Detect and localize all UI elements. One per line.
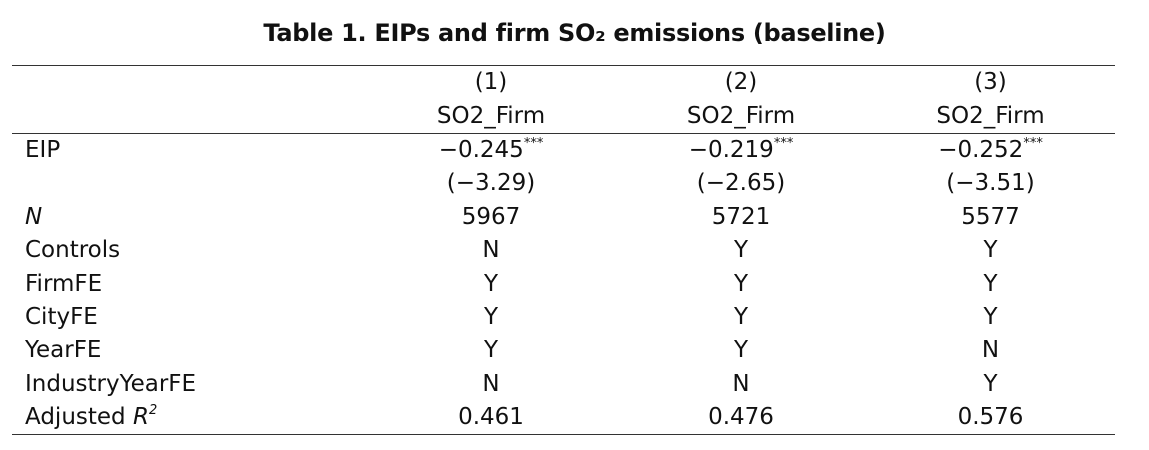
stat-label: Controls (25, 237, 121, 264)
stat-value: 0.576 (957, 404, 1024, 431)
r2-symbol: R (132, 404, 149, 431)
stat-value: N (981, 337, 1000, 364)
table-body: (1) (2) (3) SO2_Firm SO2_Firm SO2_Firm EIP −0.2… (12, 66, 1115, 435)
table-title: Table 1. EIPs and firm SO₂ emissions (ba… (263, 19, 886, 47)
coefficient-cell: −0.219*** (616, 133, 866, 167)
stat-label: CityFE (25, 303, 98, 330)
stat-label: FirmFE (25, 270, 103, 297)
table-row: YearFE Y Y N (12, 334, 1115, 367)
table-row: SO2_Firm SO2_Firm SO2_Firm (12, 99, 1115, 134)
stat-value: Y (733, 303, 749, 330)
table-row: (1) (2) (3) (12, 66, 1115, 100)
regression-table: (1) (2) (3) SO2_Firm SO2_Firm SO2_Firm EIP −0.2… (12, 65, 1115, 436)
t-statistic: (−3.29) (446, 170, 536, 197)
stat-value: Y (733, 270, 749, 297)
stat-value: Y (983, 370, 998, 397)
stat-label: YearFE (25, 337, 102, 364)
significance-stars: *** (523, 135, 544, 151)
variable-label: EIP (25, 136, 61, 163)
stat-label: IndustryYearFE (25, 370, 197, 397)
stat-value: 0.476 (708, 404, 774, 431)
stat-value: Y (733, 237, 749, 264)
coefficient: −0.252 (938, 136, 1024, 163)
table-row: IndustryYearFE N N Y (12, 368, 1115, 401)
table-row: CityFE Y Y Y (12, 301, 1115, 334)
coefficient: −0.219 (688, 136, 774, 163)
column-number: (1) (474, 69, 508, 96)
dependent-variable: SO2_Firm (616, 99, 866, 134)
table-row: (−3.29) (−2.65) (−3.51) (12, 167, 1115, 200)
coefficient-cell: −0.252*** (866, 133, 1115, 167)
table-row: N 5967 5721 5577 (12, 201, 1115, 234)
column-number: (2) (724, 69, 758, 96)
table-row: FirmFE Y Y Y (12, 267, 1115, 300)
coefficient: −0.245 (438, 136, 524, 163)
r2-label: Adjusted (25, 404, 126, 431)
stat-value: Y (483, 337, 499, 364)
r2-power: 2 (148, 403, 158, 419)
t-statistic: (−3.51) (946, 170, 1035, 197)
stat-value: Y (733, 337, 749, 364)
stat-value: N (482, 370, 500, 397)
stat-label: N (25, 203, 43, 230)
significance-stars: *** (1023, 135, 1043, 151)
empty-cell (12, 66, 366, 100)
table-row: Controls N Y Y (12, 234, 1115, 267)
stat-value: 5577 (961, 203, 1020, 230)
stat-value: 5721 (711, 203, 771, 230)
t-statistic: (−2.65) (696, 170, 786, 197)
table-row: EIP −0.245*** −0.219*** −0.252*** (12, 133, 1115, 167)
empty-cell (12, 167, 366, 200)
column-number: (3) (974, 69, 1007, 96)
dependent-variable: SO2_Firm (866, 99, 1115, 134)
stat-value: N (732, 370, 750, 397)
stat-value: Y (483, 270, 499, 297)
stat-value: Y (983, 270, 998, 297)
stat-value: N (482, 237, 500, 264)
stat-value: 0.461 (458, 404, 524, 431)
table-row: Adjusted R2 0.461 0.476 0.576 (12, 401, 1115, 435)
significance-stars: *** (773, 135, 794, 151)
stat-label: Adjusted R2 (12, 401, 366, 435)
stat-value: Y (483, 303, 499, 330)
stat-value: 5967 (461, 203, 521, 230)
stat-value: Y (983, 237, 998, 264)
stat-value: Y (983, 303, 998, 330)
dependent-variable: SO2_Firm (366, 99, 616, 134)
coefficient-cell: −0.245*** (366, 133, 616, 167)
empty-cell (12, 99, 366, 134)
